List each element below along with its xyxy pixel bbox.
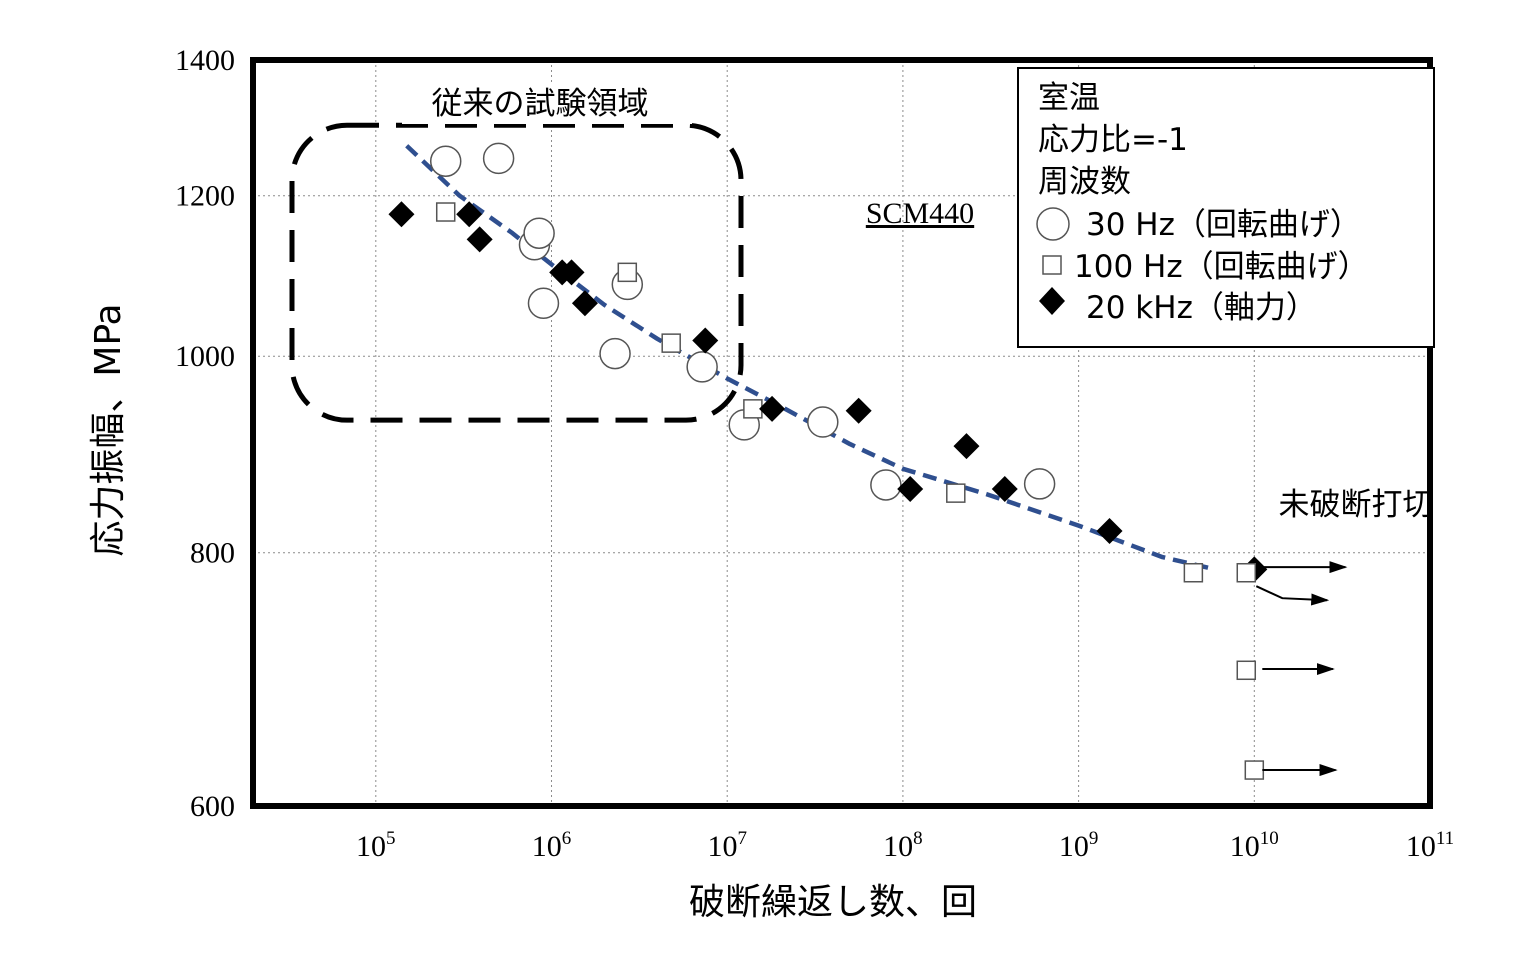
point-20khz bbox=[1096, 517, 1123, 544]
point-20khz bbox=[845, 397, 872, 424]
point-100hz bbox=[946, 483, 966, 503]
x-tick-label: 1010 bbox=[1230, 828, 1279, 863]
conventional-region-label-bg bbox=[402, 82, 692, 124]
y-tick-label: 1200 bbox=[175, 180, 235, 213]
x-tick-label: 106 bbox=[532, 828, 572, 863]
point-100hz-runout bbox=[1236, 660, 1257, 681]
legend-label-20khz: 20 kHz（軸力） bbox=[1086, 290, 1317, 326]
material-label: SCM440 bbox=[866, 197, 974, 230]
point-20khz bbox=[759, 395, 786, 422]
legend-label-30hz: 30 Hz（回転曲げ） bbox=[1086, 207, 1361, 243]
y-tick-label: 1000 bbox=[175, 340, 235, 373]
runout-label: 未破断打切 bbox=[1279, 487, 1434, 523]
point-100hz bbox=[435, 202, 456, 222]
point-20khz bbox=[571, 290, 598, 317]
x-axis-label: 破断繰返し数、回 bbox=[689, 882, 977, 923]
point-30hz bbox=[482, 142, 515, 175]
x-tick-label: 107 bbox=[707, 828, 747, 863]
legend-box bbox=[1017, 67, 1435, 348]
y-tick-label: 600 bbox=[190, 790, 235, 823]
point-100hz bbox=[1183, 562, 1204, 583]
conventional-region-box bbox=[289, 122, 744, 423]
x-tick-label: 109 bbox=[1059, 828, 1099, 863]
point-20khz bbox=[991, 476, 1018, 503]
y-tick-labels: 600 800 1000 1200 1400 bbox=[175, 44, 235, 823]
y-tick-label: 800 bbox=[190, 537, 235, 570]
trend-line bbox=[405, 144, 1216, 572]
legend-header-frequency: 周波数 bbox=[1038, 164, 1131, 200]
legend-marker-diamond bbox=[1039, 287, 1065, 315]
x-tick-label: 1011 bbox=[1406, 828, 1454, 863]
legend: 室温 応力比=-1 周波数 30 Hz（回転曲げ） 100 Hz（回転曲げ） 2… bbox=[1017, 67, 1435, 348]
point-20khz bbox=[456, 201, 483, 228]
point-30hz bbox=[1023, 468, 1056, 500]
point-100hz-runout bbox=[1244, 760, 1265, 780]
plot-frame bbox=[250, 57, 1433, 809]
point-30hz bbox=[527, 287, 560, 320]
x-tick-label: 108 bbox=[883, 828, 923, 863]
legend-header-temperature: 室温 bbox=[1038, 80, 1100, 116]
point-100hz-runout bbox=[1236, 562, 1257, 583]
point-30hz bbox=[429, 145, 462, 177]
runout-arrow bbox=[1255, 585, 1330, 606]
point-20khz bbox=[692, 327, 719, 354]
point-30hz bbox=[870, 469, 902, 501]
y-axis-label: 応力振幅、MPa bbox=[88, 303, 129, 556]
point-30hz bbox=[686, 351, 718, 383]
point-20khz bbox=[953, 433, 980, 460]
conventional-region-outline bbox=[289, 122, 744, 423]
legend-marker-circle bbox=[1036, 207, 1070, 241]
point-20khz bbox=[558, 259, 585, 286]
point-20khz bbox=[388, 201, 415, 228]
point-20khz bbox=[897, 476, 924, 503]
trend-line-path bbox=[405, 144, 1216, 572]
data-points bbox=[388, 142, 1268, 780]
legend-header-stress-ratio: 応力比=-1 bbox=[1038, 122, 1188, 158]
point-20khz bbox=[466, 226, 493, 253]
point-100hz bbox=[617, 262, 638, 283]
point-100hz bbox=[661, 333, 681, 353]
runout-arrows bbox=[1255, 561, 1348, 777]
y-tick-label: 1400 bbox=[175, 44, 235, 77]
point-30hz bbox=[599, 337, 631, 370]
x-tick-labels: 105 106 107 108 109 1010 1011 bbox=[356, 828, 1454, 863]
legend-label-100hz: 100 Hz（回転曲げ） bbox=[1074, 249, 1369, 285]
legend-marker-square bbox=[1042, 255, 1062, 275]
conventional-region-label: 従来の試験領域 bbox=[432, 86, 649, 122]
x-tick-label: 105 bbox=[356, 828, 396, 863]
point-30hz bbox=[523, 217, 555, 249]
point-30hz bbox=[807, 406, 839, 438]
